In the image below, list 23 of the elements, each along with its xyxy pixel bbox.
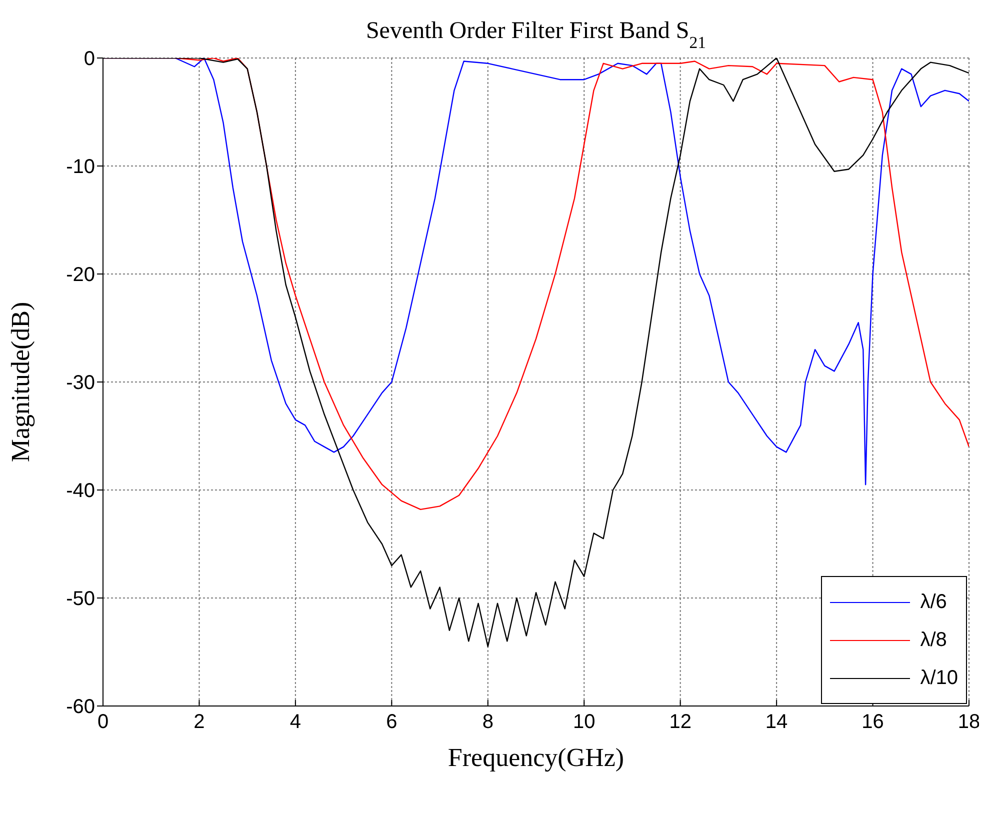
y-axis-title: Magnitude(dB) bbox=[6, 302, 36, 462]
x-tick-label: 12 bbox=[669, 711, 692, 734]
x-tick-label: 16 bbox=[862, 711, 884, 734]
x-axis-title: Frequency(GHz) bbox=[448, 743, 624, 772]
y-tick-label: 0 bbox=[84, 48, 95, 70]
x-tick-label: 2 bbox=[194, 711, 205, 734]
y-tick-label: -20 bbox=[66, 264, 95, 286]
x-tick-label: 18 bbox=[958, 711, 980, 734]
x-tick-label: 8 bbox=[482, 711, 494, 734]
x-tick-label: 10 bbox=[572, 711, 596, 734]
legend-label: λ/6 bbox=[920, 590, 947, 614]
y-tick-label: -10 bbox=[66, 156, 95, 178]
x-tick-label: 14 bbox=[765, 711, 788, 734]
legend-label: λ/10 bbox=[920, 666, 958, 690]
x-tick-label: 0 bbox=[97, 711, 109, 734]
x-tick-label: 6 bbox=[386, 711, 398, 734]
y-tick-label: -50 bbox=[66, 588, 95, 610]
x-tick-label: 4 bbox=[290, 711, 302, 734]
legend-label: λ/8 bbox=[920, 628, 947, 652]
y-tick-label: -60 bbox=[66, 696, 95, 718]
y-tick-label: -40 bbox=[66, 480, 95, 502]
chart-title: Seventh Order Filter First Band S$_{21}$ bbox=[366, 18, 706, 52]
y-tick-label: -30 bbox=[66, 372, 95, 394]
